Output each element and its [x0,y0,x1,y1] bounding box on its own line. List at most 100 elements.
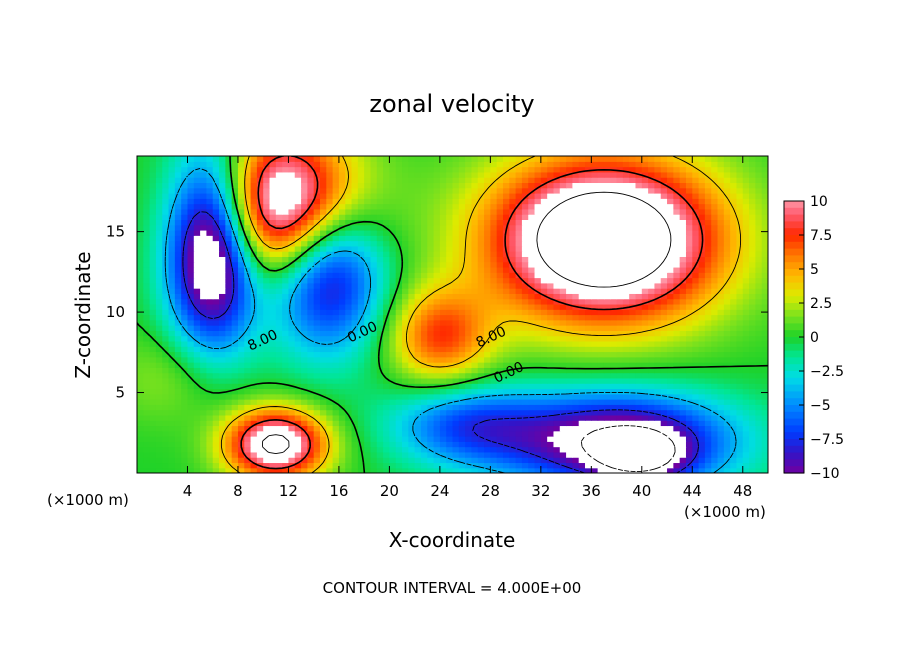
heatmap-cell [490,309,498,316]
heatmap-cell [206,277,214,284]
heatmap-cell [559,229,567,236]
heatmap-cell [433,377,441,384]
heatmap-cell [622,235,630,242]
heatmap-cell [395,372,403,379]
heatmap-cell [578,335,586,342]
heatmap-cell [736,325,744,331]
heatmap-cell [237,208,245,215]
heatmap-cell [143,282,151,289]
heatmap-cell [237,372,245,379]
heatmap-cell [730,351,738,358]
heatmap-cell [326,399,334,405]
heatmap-cell [749,219,756,226]
heatmap-cell [465,235,473,242]
heatmap-cell [717,261,725,268]
heatmap-cell [263,319,271,326]
heatmap-cell [540,462,548,469]
heatmap-cell [528,451,536,458]
heatmap-cell [383,245,390,252]
heatmap-cell [496,282,504,289]
heatmap-cell [420,224,428,231]
heatmap-cell [269,340,277,347]
heatmap-cell [294,293,302,300]
heatmap-cell [509,214,517,220]
heatmap-cell [616,314,624,321]
heatmap-cell [376,314,384,321]
heatmap-cell [591,425,599,432]
heatmap-cell [553,272,561,279]
heatmap-cell [219,446,226,453]
heatmap-cell [174,388,182,395]
heatmap-cell [610,245,618,252]
heatmap-cell [578,309,586,316]
heatmap-cell [698,377,706,384]
heatmap-cell [673,293,681,300]
heatmap-cell [288,319,296,326]
heatmap-cell [357,319,365,326]
heatmap-cell [433,288,441,294]
heatmap-cell [351,240,359,247]
heatmap-cell [458,404,466,411]
heatmap-cell [515,335,523,342]
heatmap-cell [723,404,731,411]
heatmap-cell [155,351,163,358]
heatmap-cell [654,340,662,347]
heatmap-cell [219,319,226,326]
heatmap-cell [704,303,712,310]
heatmap-cell [660,325,668,331]
heatmap-cell [749,240,756,247]
heatmap-cell [622,240,630,247]
heatmap-cell [319,367,327,374]
heatmap-cell [256,266,264,273]
heatmap-cell [395,224,403,231]
heatmap-cell [749,272,756,279]
heatmap-cell [610,240,618,247]
heatmap-cell [685,462,693,469]
heatmap-cell [515,351,523,358]
heatmap-cell [370,462,378,469]
heatmap-cell [351,462,359,469]
heatmap-cell [446,377,454,384]
heatmap-cell [641,425,649,432]
heatmap-cell [187,425,195,432]
heatmap-cell [540,277,548,284]
heatmap-cell [572,251,580,257]
heatmap-cell [155,414,163,421]
heatmap-cell [433,219,441,226]
heatmap-cell [200,224,208,231]
heatmap-cell [370,251,378,257]
heatmap-cell [509,235,517,242]
heatmap-cell [673,261,681,268]
heatmap-cell [338,436,346,442]
heatmap-cell [660,288,668,294]
heatmap-cell [755,372,763,379]
heatmap-cell [206,288,214,294]
heatmap-cell [622,409,630,416]
heatmap-cell [244,224,252,231]
heatmap-cell [761,319,768,326]
heatmap-cell [723,346,731,353]
heatmap-cell [162,288,170,294]
heatmap-cell [345,383,353,390]
heatmap-cell [585,377,592,384]
heatmap-cell [338,451,346,458]
heatmap-cell [370,367,378,374]
heatmap-cell [446,261,454,268]
heatmap-cell [610,457,618,464]
heatmap-cell [648,282,656,289]
heatmap-cell [319,325,327,331]
heatmap-cell [515,346,523,353]
heatmap-cell [439,351,447,358]
heatmap-cell [212,399,220,405]
heatmap-cell [395,383,403,390]
heatmap-cell [603,319,611,326]
heatmap-cell [679,393,687,400]
heatmap-cell [641,393,649,400]
heatmap-cell [578,235,586,242]
heatmap-cell [465,351,473,358]
heatmap-cell [402,266,409,273]
heatmap-cell [534,314,542,321]
heatmap-cell [452,462,460,469]
heatmap-cell [547,219,555,226]
heatmap-cell [212,330,220,337]
